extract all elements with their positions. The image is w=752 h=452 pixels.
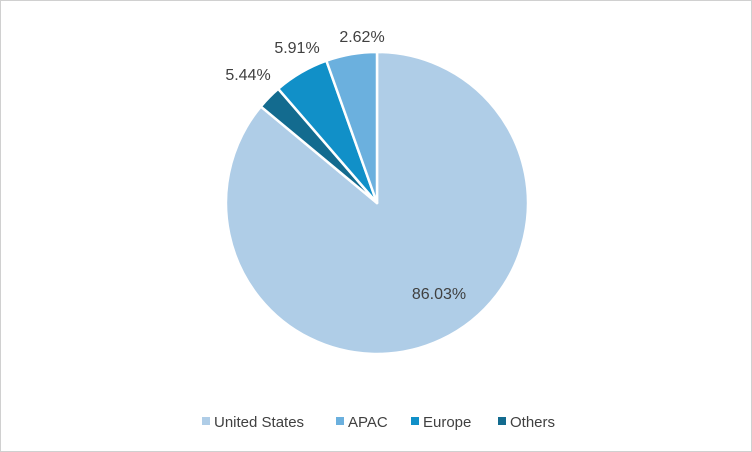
legend-swatch-others <box>498 417 506 425</box>
data-label-europe: 5.91% <box>274 40 319 57</box>
pie-slices <box>224 50 530 356</box>
legend-label-united-states: United States <box>214 414 304 431</box>
legend-label-europe: Europe <box>423 414 471 431</box>
legend-label-apac: APAC <box>348 414 388 431</box>
pie-slice-apac <box>325 50 379 205</box>
data-label-united-states: 86.03% <box>412 286 466 303</box>
legend-swatch-united-states <box>202 417 210 425</box>
legend-label-others: Others <box>510 414 555 431</box>
legend-swatch-apac <box>336 417 344 425</box>
data-label-others: 2.62% <box>339 29 384 46</box>
data-label-apac: 5.44% <box>225 67 270 84</box>
legend-swatch-europe <box>411 417 419 425</box>
data-labels: 86.03% 5.44%5.91% 2.62% <box>225 29 466 303</box>
legend: United States APAC Europe Others <box>202 414 555 431</box>
